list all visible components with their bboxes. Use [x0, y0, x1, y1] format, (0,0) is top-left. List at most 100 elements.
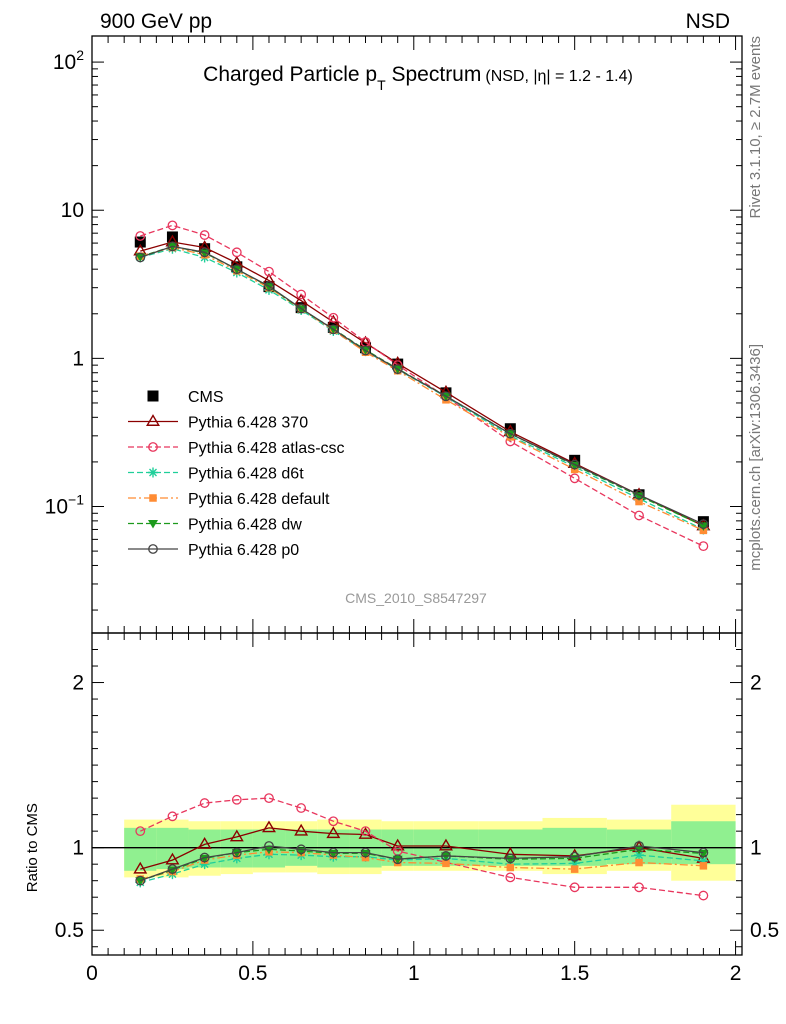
marker-atlas [199, 798, 210, 808]
marker-atlas [296, 803, 307, 813]
marker-p0 [167, 241, 178, 252]
marker-d6t [199, 859, 210, 870]
marker-p0 [569, 459, 580, 470]
marker-p0 [199, 852, 210, 863]
ratio-series-p0 [135, 841, 709, 886]
series-pythia-6-428-p0 [135, 241, 709, 530]
marker-p370 [358, 827, 373, 839]
marker-atlas [231, 794, 242, 805]
series-line-atlas [140, 797, 704, 897]
marker-p0 [231, 264, 242, 275]
upper-y-label: 10 [61, 199, 84, 222]
x-tick-label: 0 [86, 962, 98, 985]
marker-atlas [634, 882, 644, 893]
title-sub: T [377, 77, 386, 93]
marker-p0 [569, 851, 580, 862]
marker-p0 [505, 428, 516, 439]
marker-p0 [296, 303, 307, 314]
x-tick-label: 1.5 [560, 962, 589, 985]
x-tick-label: 1 [408, 962, 420, 985]
marker-p0 [135, 252, 146, 263]
marker-p370 [165, 852, 180, 865]
ratio-ylabel: Ratio to CMS [24, 803, 41, 892]
marker-atlas [199, 230, 210, 240]
marker-d6t [698, 855, 709, 866]
legend-label: Pythia 6.428 d6t [188, 466, 304, 483]
legend-label: Pythia 6.428 dw [188, 517, 302, 534]
marker-p0 [634, 489, 644, 500]
marker-p0 [264, 841, 274, 851]
marker-p370 [133, 861, 148, 874]
marker-p0 [296, 844, 307, 855]
marker-atlas [569, 882, 580, 893]
marker-p0 [167, 864, 178, 875]
marker-dw [148, 520, 158, 529]
legend-label: Pythia 6.428 p0 [188, 542, 299, 559]
marker-p0 [328, 847, 339, 858]
marker-d6t [148, 467, 158, 478]
marker-dw [296, 305, 307, 315]
ratio-y-label: 0.5 [55, 919, 84, 942]
x-tick-label: 0.5 [238, 962, 267, 985]
legend-entry-pythia-6-428-atlas-csc: Pythia 6.428 atlas-csc [128, 440, 345, 457]
legend-entry-pythia-6-428-dw: Pythia 6.428 dw [128, 517, 302, 534]
series-line-p0 [140, 245, 704, 525]
legend-entry-pythia-6-428-default: Pythia 6.428 default [128, 491, 330, 508]
marker-dw [634, 492, 645, 501]
marker-p0 [441, 391, 451, 402]
series-line-d6t [140, 248, 704, 531]
marker-atlas [167, 811, 178, 822]
marker-atlas [135, 826, 146, 837]
marker-dw [392, 855, 403, 865]
marker-default [506, 863, 515, 872]
marker-atlas [505, 872, 516, 883]
legend-entry-cms: CMS [147, 389, 224, 406]
upper-y-label: 102 [53, 47, 84, 74]
marker-default [442, 859, 450, 868]
marker-data [697, 516, 709, 528]
marker-p0 [231, 847, 242, 858]
legend-entry-pythia-6-428-d6t: Pythia 6.428 d6t [128, 466, 304, 483]
marker-dw [698, 522, 709, 531]
marker-p370 [146, 414, 160, 426]
marker-default [635, 497, 643, 506]
ratio-y-label-right: 2 [750, 672, 762, 695]
marker-p0 [505, 853, 516, 864]
marker-p0 [148, 544, 158, 554]
x-tick-label: 2 [730, 962, 742, 985]
marker-atlas [634, 510, 644, 521]
chart-title: Charged Particle pT Spectrum (NSD, |η| = … [203, 63, 633, 93]
header-left: 900 GeV pp [100, 10, 212, 33]
ratio-y-label-right: 1 [750, 837, 762, 860]
marker-atlas [698, 541, 709, 552]
marker-dw [231, 849, 242, 858]
title-small: (NSD, |η| = 1.2 - 1.4) [485, 68, 632, 85]
marker-data [504, 423, 516, 435]
marker-p0 [698, 847, 709, 858]
ratio-y-label: 2 [72, 672, 84, 695]
marker-atlas [328, 816, 339, 827]
marker-data [147, 390, 159, 402]
series-line-p0 [140, 845, 704, 882]
marker-p0 [360, 345, 371, 356]
marker-dw [167, 242, 178, 252]
series-line-dw [140, 245, 704, 527]
ratio-y-label-right: 0.5 [750, 919, 779, 942]
marker-p0 [634, 841, 644, 851]
legend-label: CMS [188, 389, 224, 406]
marker-atlas [698, 890, 709, 901]
marker-p0 [698, 519, 709, 530]
marker-dw [440, 852, 451, 861]
ratio-frame [91, 632, 743, 956]
series-line-dw [140, 848, 704, 882]
watermark: CMS_2010_S8547297 [345, 590, 487, 606]
marker-p370 [390, 838, 405, 851]
marker-p370 [197, 836, 212, 849]
title-main: Charged Particle p [203, 63, 377, 86]
legend-entry-pythia-6-428-p0: Pythia 6.428 p0 [128, 542, 299, 559]
ratio-y-label: 1 [72, 837, 84, 860]
upper-y-label: 1 [72, 347, 84, 370]
side-label-upper: Rivet 3.1.10, ≥ 2.7M events [747, 36, 764, 219]
marker-atlas [167, 220, 178, 231]
upper-panel: 102 10 1 10−1 [45, 35, 743, 634]
